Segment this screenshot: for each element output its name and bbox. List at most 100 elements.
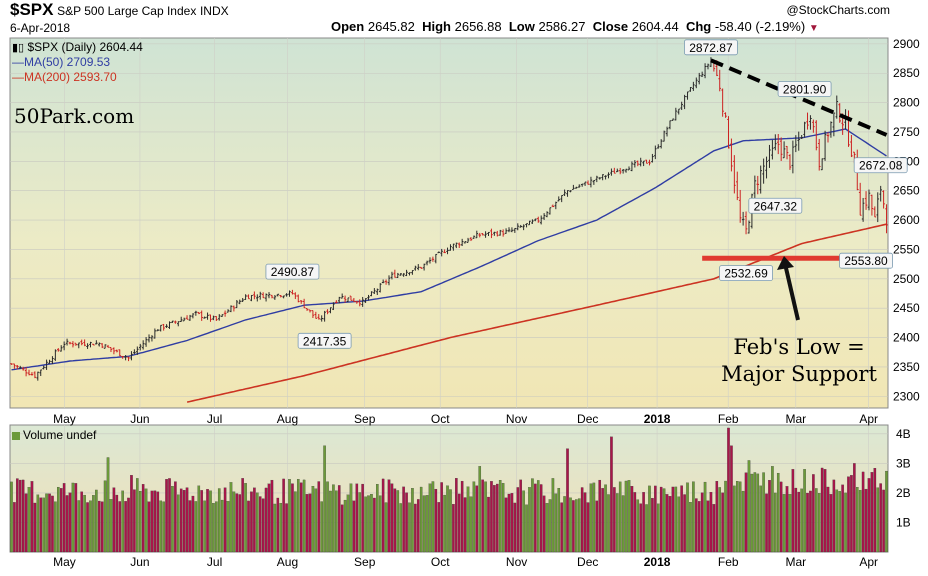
volume-bar bbox=[261, 498, 265, 553]
volume-bar bbox=[387, 479, 391, 553]
volume-bar bbox=[422, 495, 426, 553]
volume-bar bbox=[238, 494, 242, 553]
x-tick-label-price: Jul bbox=[207, 412, 222, 426]
volume-bar bbox=[873, 468, 877, 553]
volume-bar bbox=[36, 494, 40, 553]
volume-bar bbox=[847, 476, 850, 553]
volume-bar bbox=[150, 490, 154, 553]
price-label: 2553.80 bbox=[844, 254, 888, 268]
volume-bar bbox=[174, 481, 177, 553]
volume-bar bbox=[399, 503, 402, 553]
volume-bar bbox=[794, 487, 798, 553]
x-tick-label-volume: Nov bbox=[506, 555, 527, 569]
volume-bar bbox=[841, 484, 844, 553]
x-tick-label-volume: Mar bbox=[785, 555, 806, 569]
volume-bar bbox=[30, 481, 34, 553]
volume-bar bbox=[613, 487, 616, 553]
volume-bar bbox=[604, 484, 607, 553]
volume-y-tick-label: 3B bbox=[896, 456, 911, 470]
volume-bar bbox=[364, 496, 367, 553]
volume-bar bbox=[803, 469, 806, 553]
volume-bar bbox=[200, 490, 203, 553]
price-panel bbox=[9, 37, 889, 409]
volume-bar bbox=[258, 496, 262, 553]
price-label: 2647.32 bbox=[754, 199, 798, 213]
volume-bar bbox=[24, 493, 28, 553]
volume-bar bbox=[326, 481, 329, 553]
volume-bar bbox=[882, 489, 885, 553]
volume-bar bbox=[630, 486, 634, 553]
volume-bar bbox=[97, 500, 101, 553]
x-tick-label-volume: Feb bbox=[718, 555, 739, 569]
volume-bar bbox=[820, 467, 824, 553]
volume-bar bbox=[311, 486, 315, 553]
volume-bar bbox=[730, 445, 733, 553]
volume-bar bbox=[618, 481, 622, 553]
volume-bar bbox=[405, 492, 408, 553]
volume-bar bbox=[431, 481, 435, 553]
stockcharts-brand[interactable]: @StockCharts.com bbox=[786, 3, 890, 17]
volume-bar bbox=[762, 472, 765, 553]
volume-bar bbox=[250, 491, 253, 553]
price-label: 2532.69 bbox=[724, 267, 768, 281]
volume-bar bbox=[414, 503, 417, 553]
volume-bar bbox=[45, 493, 48, 553]
volume-bar bbox=[355, 483, 359, 553]
volume-bar bbox=[779, 481, 783, 553]
price-label: 2872.87 bbox=[689, 41, 733, 55]
volume-bar bbox=[782, 494, 786, 553]
price-label-box bbox=[265, 263, 320, 280]
volume-bar bbox=[478, 466, 482, 553]
price-y-tick-label: 2400 bbox=[893, 331, 920, 345]
volume-bar bbox=[329, 490, 332, 553]
volume-bar bbox=[323, 445, 326, 553]
volume-bar bbox=[159, 500, 163, 553]
price-y-tick-label: 2600 bbox=[893, 213, 920, 227]
volume-bar bbox=[147, 501, 151, 553]
volume-bar bbox=[305, 494, 309, 553]
volume-bar bbox=[542, 495, 546, 553]
volume-bar bbox=[197, 485, 201, 553]
volume-bar bbox=[206, 489, 209, 553]
volume-bar bbox=[861, 471, 865, 553]
volume-bar bbox=[285, 503, 288, 553]
volume-bar bbox=[314, 488, 318, 553]
volume-bar bbox=[815, 488, 818, 553]
volume-bar bbox=[256, 492, 259, 553]
volume-bar bbox=[662, 488, 666, 553]
volume-bar bbox=[885, 470, 888, 553]
volume-bar bbox=[244, 483, 247, 553]
volume-bar bbox=[727, 427, 730, 553]
support-arrow-shaft bbox=[784, 267, 800, 321]
volume-bar bbox=[203, 500, 206, 553]
volume-bar bbox=[156, 491, 160, 553]
volume-bar bbox=[220, 499, 224, 553]
volume-bar bbox=[615, 493, 619, 553]
volume-bar bbox=[302, 479, 306, 553]
volume-bar bbox=[133, 489, 136, 553]
volume-bar bbox=[89, 500, 92, 553]
volume-bar bbox=[276, 497, 280, 553]
volume-bar bbox=[519, 479, 522, 553]
x-tick-label-price: Apr bbox=[859, 412, 878, 426]
volume-bar bbox=[229, 482, 233, 553]
volume-bar bbox=[797, 491, 801, 553]
volume-bar bbox=[352, 500, 356, 553]
volume-bar bbox=[443, 494, 446, 553]
volume-bar bbox=[121, 490, 124, 553]
volume-bar bbox=[428, 483, 432, 553]
volume-bar bbox=[457, 493, 461, 553]
volume-bar bbox=[191, 495, 195, 553]
volume-bar bbox=[528, 487, 531, 553]
volume-bar bbox=[62, 483, 66, 553]
volume-bar bbox=[83, 494, 86, 553]
volume-bar bbox=[551, 478, 555, 553]
volume-bar bbox=[771, 466, 774, 553]
volume-bar bbox=[138, 491, 142, 553]
ma200-line-icon: — bbox=[12, 70, 24, 84]
price-y-tick-label: 2300 bbox=[893, 389, 920, 403]
volume-bar bbox=[100, 501, 104, 553]
volume-bar bbox=[264, 487, 268, 553]
volume-icon bbox=[12, 431, 20, 440]
